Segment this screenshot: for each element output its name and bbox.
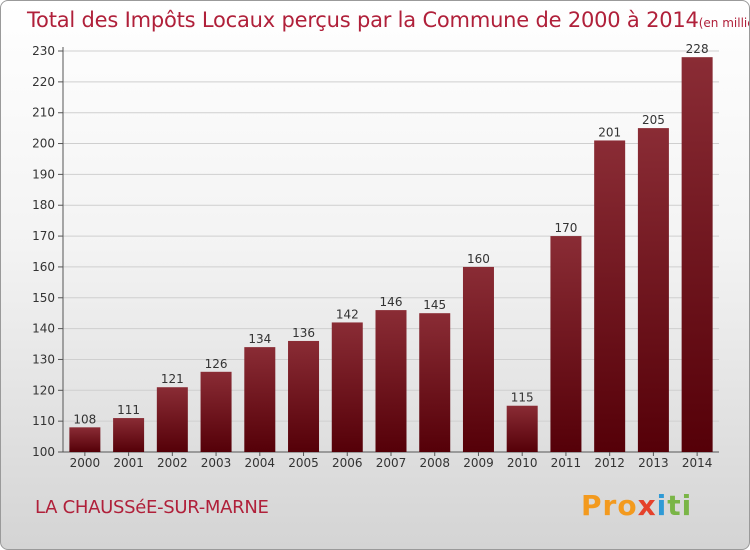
bar [506, 405, 538, 452]
x-tick-label: 2003 [201, 456, 232, 470]
bar-value-label: 111 [117, 403, 140, 417]
bar [637, 128, 669, 452]
x-tick-label: 2001 [113, 456, 144, 470]
bar [200, 371, 232, 452]
bar-value-label: 228 [686, 42, 709, 56]
bar-value-label: 160 [467, 252, 490, 266]
y-tick-label: 170 [32, 229, 55, 243]
x-tick-label: 2008 [419, 456, 450, 470]
bar [244, 347, 276, 452]
bar [288, 340, 320, 452]
chart-title: Total des Impôts Locaux perçus par la Co… [27, 8, 749, 32]
bar [331, 322, 363, 452]
x-tick-label: 2005 [288, 456, 319, 470]
chart-unit: (en milliers d'€) [698, 16, 749, 30]
bar-value-label: 201 [598, 125, 621, 139]
bar-value-label: 136 [292, 326, 315, 340]
bar-value-label: 126 [205, 357, 228, 371]
bar [550, 236, 582, 452]
y-tick-label: 180 [32, 198, 55, 212]
bar [419, 313, 451, 452]
logo-part-2: x [637, 489, 657, 522]
logo-part-3: i [656, 489, 668, 522]
bar-value-label: 108 [73, 412, 96, 426]
x-tick-label: 2014 [682, 456, 713, 470]
x-tick-label: 2011 [551, 456, 582, 470]
y-tick-label: 130 [32, 352, 55, 366]
bar [156, 387, 188, 452]
y-tick-label: 190 [32, 167, 55, 181]
logo-part-4: ti [667, 489, 693, 522]
y-tick-label: 220 [32, 75, 55, 89]
logo-part-1: Pro [581, 489, 638, 522]
y-tick-label: 200 [32, 137, 55, 151]
x-tick-label: 2004 [245, 456, 276, 470]
y-tick-label: 140 [32, 322, 55, 336]
bar [681, 57, 713, 453]
bar [594, 140, 626, 452]
bar-value-label: 142 [336, 307, 359, 321]
y-tick-label: 210 [32, 106, 55, 120]
x-tick-label: 2006 [332, 456, 363, 470]
bar-value-label: 205 [642, 113, 665, 127]
y-tick-label: 230 [32, 44, 55, 58]
x-tick-label: 2007 [376, 456, 407, 470]
bar [113, 418, 145, 452]
y-tick-label: 100 [32, 445, 55, 459]
bar-value-label: 145 [423, 298, 446, 312]
proxiti-logo: Proxiti [581, 489, 692, 522]
x-tick-label: 2012 [594, 456, 625, 470]
bar-value-label: 146 [380, 295, 403, 309]
bar [375, 310, 407, 452]
bar-value-label: 170 [554, 221, 577, 235]
y-tick-label: 120 [32, 383, 55, 397]
bar [462, 266, 494, 452]
chart-title-text: Total des Impôts Locaux perçus par la Co… [27, 8, 699, 32]
x-tick-label: 2002 [157, 456, 188, 470]
y-tick-label: 110 [32, 414, 55, 428]
commune-name: LA CHAUSSéE-SUR-MARNE [35, 497, 269, 518]
bar-value-label: 115 [511, 391, 534, 405]
bar-value-label: 134 [248, 332, 271, 346]
y-tick-label: 160 [32, 260, 55, 274]
y-tick-label: 150 [32, 291, 55, 305]
bar [69, 427, 101, 452]
x-tick-label: 2000 [70, 456, 101, 470]
x-tick-label: 2009 [463, 456, 494, 470]
x-tick-label: 2010 [507, 456, 538, 470]
bar-value-label: 121 [161, 372, 184, 386]
x-tick-label: 2013 [638, 456, 669, 470]
